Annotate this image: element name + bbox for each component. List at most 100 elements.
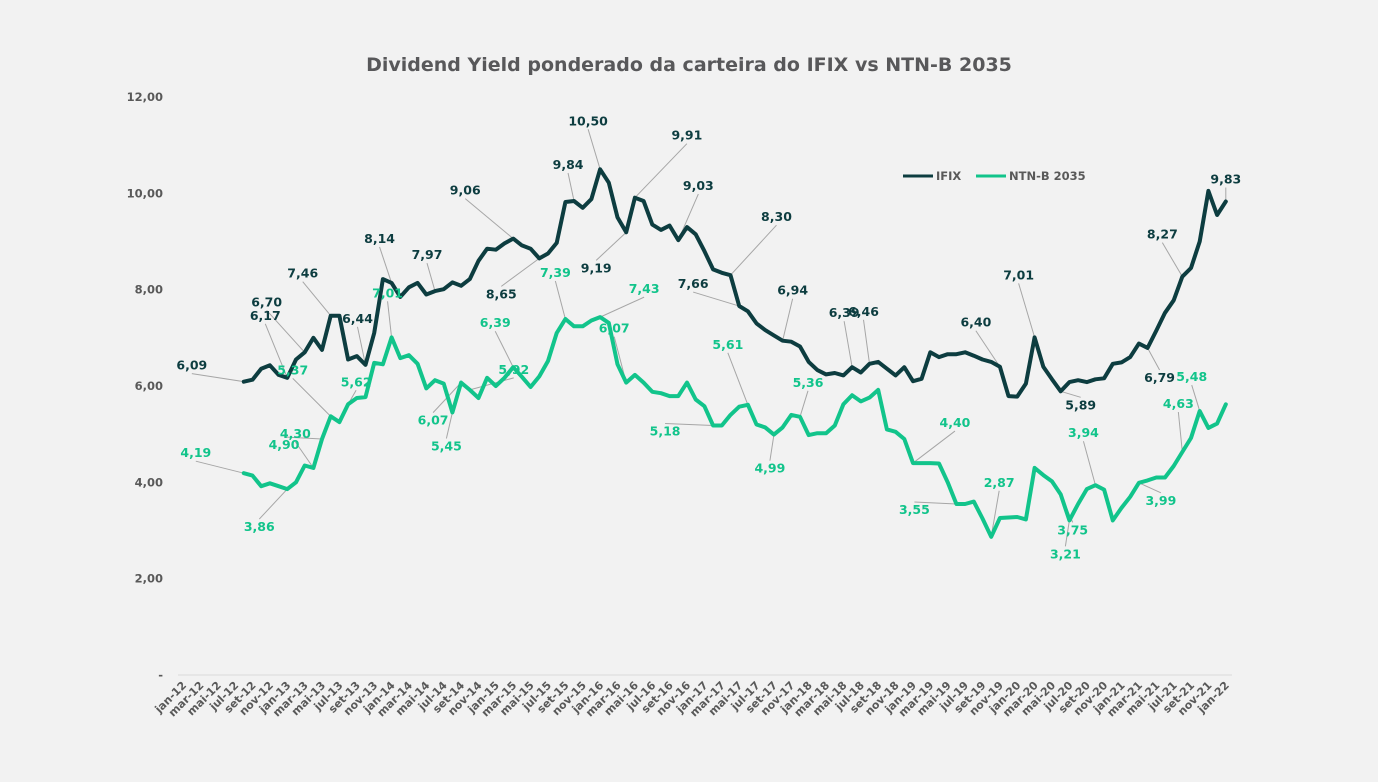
annotation-leader-line [379,246,393,284]
data-label: 9,91 [671,128,702,143]
legend-label-ifix: IFIX [936,169,961,183]
annotation-leader-line [1177,411,1183,453]
data-label: 7,01 [372,285,403,300]
annotation-leader-line [302,281,332,316]
annotation-leader-line [294,441,314,469]
annotation-leader-line [693,291,740,307]
data-label: 9,83 [1210,172,1241,187]
legend-label-ntnb: NTN-B 2035 [1009,169,1086,183]
annotation-leader-line [554,280,566,320]
data-label: 5,36 [793,375,824,390]
data-label: 9,06 [450,183,481,198]
data-label: 8,14 [364,231,395,246]
annotation-leader-line [727,352,749,405]
data-label: 6,07 [599,321,630,336]
annotation-leader-line [357,326,366,365]
data-label: 6,09 [176,358,207,373]
annotation-leader-line [914,501,957,505]
y-tick-label: 8,00 [135,283,163,297]
data-label: 4,90 [269,437,300,452]
data-label: 5,61 [712,337,743,352]
data-label: 5,92 [498,362,529,377]
annotation-leader-line [387,301,393,338]
data-label: 7,01 [1003,267,1034,282]
data-label: 5,62 [341,374,372,389]
legend: IFIX NTN-B 2035 [903,169,1086,183]
data-label: 9,03 [683,178,714,193]
data-label: 6,39 [480,315,511,330]
data-label: 3,94 [1068,425,1099,440]
annotation-leader-line [1161,242,1183,277]
annotation-leader-line [912,430,956,464]
data-label: 7,46 [287,266,318,281]
y-tick-label: 12,00 [127,90,163,104]
data-label: 3,99 [1145,493,1176,508]
annotation-leader-line [445,412,453,439]
annotation-leader-line [258,488,288,520]
data-label: 6,44 [342,311,373,326]
annotation-leader-line [567,172,575,202]
data-label: 7,39 [540,265,571,280]
data-label: 5,18 [650,423,681,438]
data-label: 7,66 [678,276,709,291]
data-label: 3,55 [899,502,930,517]
ntnb-line [241,315,1228,539]
annotation-leader-line [595,231,627,261]
data-label: 4,99 [754,461,785,476]
annotation-leader-line [665,422,714,426]
data-label: 4,63 [1163,396,1194,411]
annotation-leader-line [1060,390,1081,398]
data-label: 6,79 [1144,370,1175,385]
y-tick-label: 4,00 [135,475,163,489]
annotation-leader-line [975,330,1001,368]
data-label: 6,07 [418,413,449,428]
annotation-leaders [191,129,1227,547]
annotation-leader-line [799,390,809,417]
annotation-leader-line [464,198,514,239]
chart-title: Dividend Yield ponderado da carteira do … [366,54,1012,76]
annotation-leader-line [426,262,436,292]
annotation-leader-line [782,298,794,341]
data-label: 4,40 [940,415,971,430]
annotation-leader-line [500,257,540,287]
y-tick-label: 6,00 [135,379,163,393]
series-lines [241,167,1228,539]
ifix-line [241,167,1228,399]
annotation-leader-line [730,224,777,276]
data-label: 6,39 [829,305,860,320]
annotation-leader-line [494,330,514,368]
data-label: 5,89 [1065,397,1096,412]
data-label: 3,75 [1057,522,1088,537]
data-label: 5,48 [1176,369,1207,384]
annotation-leader-line [292,377,332,417]
data-label: 6,46 [848,304,879,319]
annotation-leader-line [634,143,688,199]
annotation-leader-line [1138,482,1162,494]
data-label: 7,43 [629,281,660,296]
annotation-leader-line [863,319,871,364]
data-label: 9,84 [553,157,584,172]
annotation-labels: 6,09 6,17 7,46 6,44 8,14 7,97 9,06 8,65 9,84 10,5… [176,113,1241,561]
data-label: 3,86 [244,519,275,534]
y-tick-label: - [158,668,163,682]
data-label: 8,27 [1147,227,1178,242]
annotation-leader-line [843,321,853,368]
y-tick-label: 2,00 [135,572,163,586]
x-axis: jan-12mar-12mai-12jul-12set-12nov-12jan-… [152,679,1232,720]
annotation-leader-line [195,460,244,474]
annotation-leader-line [1018,283,1036,338]
annotation-leader-line [1064,520,1070,547]
data-label: 7,97 [412,247,443,262]
data-label: 6,17 [250,308,281,323]
data-label: 6,40 [960,315,991,330]
annotation-leader-line [1147,347,1161,371]
data-label: 8,30 [761,209,792,224]
annotation-leader-line [599,296,645,318]
annotation-leader-line [769,434,775,461]
data-label: 6,70 [251,294,282,309]
data-label: 9,19 [581,260,612,275]
annotation-leader-line [284,436,323,440]
data-label: 4,19 [180,445,211,460]
data-label: 10,50 [568,113,608,128]
